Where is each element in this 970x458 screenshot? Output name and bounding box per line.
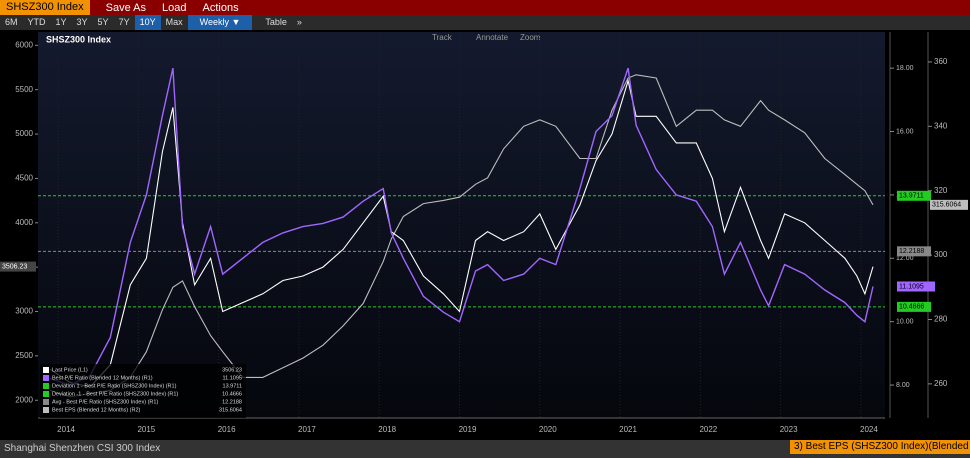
legend-label: Deviation -1 - Best P/E Ratio (SHSZ300 I… [52,391,178,397]
range-bar: 6M YTD 1Y 3Y 5Y 7Y 10Y Max Weekly ▼ Table » [0,15,970,30]
series-line [49,74,874,398]
y-tick-label: 4500 [15,174,33,183]
last-value-label: 11.1095 [899,283,924,290]
menu-button[interactable]: Save As [105,1,147,14]
legend-swatch [43,407,49,413]
y-tick-label: 4000 [15,218,33,227]
last-value-label: 3506.23 [2,263,27,270]
last-value-box [0,261,36,272]
legend-swatch [43,375,49,381]
frequency-dropdown[interactable]: Weekly ▼ [187,15,253,30]
reference-value-label: 10.4666 [899,304,924,311]
last-value-label: 315.6064 [932,202,961,209]
range-button[interactable]: YTD [27,17,46,27]
reference-value-box [897,246,931,257]
x-tick-label: 2015 [137,425,155,434]
x-tick-label: 2021 [619,425,637,434]
series-line [49,67,874,386]
menu-button[interactable]: Actions [202,1,239,14]
chart-tool[interactable]: Annotate [476,33,509,42]
ticker-tab[interactable]: SHSZ300 Index [0,0,90,15]
x-tick-label: 2017 [298,425,316,434]
range-button[interactable]: 1Y [55,17,67,27]
chart-tool[interactable]: Zoom [520,33,541,42]
y3-tick-label: 340 [934,121,948,130]
y3-tick-label: 300 [934,250,948,259]
reference-value-box [897,190,931,201]
legend-label: Deviation 1 - Best P/E Ratio (SHSZ300 In… [52,383,177,389]
legend-swatch [43,367,49,373]
y-tick-label: 3000 [15,307,33,316]
y-tick-label: 5500 [15,85,33,94]
reference-value-label: 12.2188 [899,248,924,255]
plot-area [38,32,885,418]
y2-tick-label: 16.00 [896,128,914,135]
range-button[interactable]: 7Y [118,17,130,27]
legend-swatch [43,391,49,397]
range-button[interactable]: 3Y [76,17,88,27]
menu-bar: SHSZ300 Index Save As Load Actions [0,0,970,15]
legend-value: 10.4666 [222,391,242,397]
x-tick-label: 2019 [459,425,477,434]
y3-tick-label: 280 [934,315,948,324]
y-tick-label: 2000 [15,395,33,404]
range-button[interactable]: 6M [5,17,18,27]
range-button[interactable]: 10Y [134,15,161,30]
x-tick-label: 2018 [378,425,396,434]
y3-tick-label: 260 [934,379,948,388]
chart-title: SHSZ300 Index [46,34,111,44]
y2-tick-label: 8.00 [896,382,910,389]
legend-swatch [43,383,49,389]
legend-box [40,364,246,418]
y2-tick-label: 18.00 [896,65,914,72]
toolbar-button[interactable]: Table [265,17,287,27]
footer: Shanghai Shenzhen CSI 300 Index 3) Best … [0,440,970,458]
x-tick-label: 2023 [780,425,798,434]
legend-value: 315.6064 [219,407,242,413]
x-tick-label: 2016 [218,425,236,434]
legend-label: Last Price (L1) [52,367,88,373]
range-button[interactable]: 5Y [97,17,109,27]
chart: SHSZ300 Index Track Annotate Zoom 2000 2500 3… [0,30,970,440]
legend-value: 13.9711 [223,383,242,389]
y2-tick-label: 12.00 [896,255,914,262]
range-button[interactable]: Max [165,17,183,27]
y2-tick-label: 10.00 [896,319,914,326]
reference-value-box [897,301,931,312]
x-tick-label: 2014 [57,425,75,434]
y-tick-label: 6000 [15,40,33,49]
y-tick-label: 2500 [15,351,33,360]
security-name: Shanghai Shenzhen CSI 300 Index [4,443,161,454]
last-value-box [930,199,968,210]
legend-label: Best P/E Ratio (Blended 12 Months) (R1) [52,375,153,381]
toolbar-button[interactable]: » [296,17,302,27]
y3-tick-label: 360 [934,57,948,66]
legend-value: 11.1095 [223,375,242,381]
footer-tab[interactable]: 3) Best EPS (SHSZ300 Index)(Blended [790,440,970,454]
x-tick-label: 2024 [860,425,878,434]
x-tick-label: 2022 [699,425,717,434]
legend-label: Avg - Best P/E Ratio (SHSZ300 Index) (R1… [52,399,158,405]
last-value-box [897,281,935,292]
menu-button[interactable]: Load [162,1,187,14]
y-tick-label: 5000 [15,129,33,138]
legend-value: 12.2188 [222,399,242,405]
chart-tool[interactable]: Track [432,33,453,42]
legend-swatch [43,399,49,405]
x-tick-label: 2020 [539,425,557,434]
y3-tick-label: 320 [934,186,948,195]
reference-value-label: 13.9711 [899,193,924,200]
legend-label: Best EPS (Blended 12 Months) (R2) [52,407,141,413]
legend-value: 3506.23 [222,367,242,373]
